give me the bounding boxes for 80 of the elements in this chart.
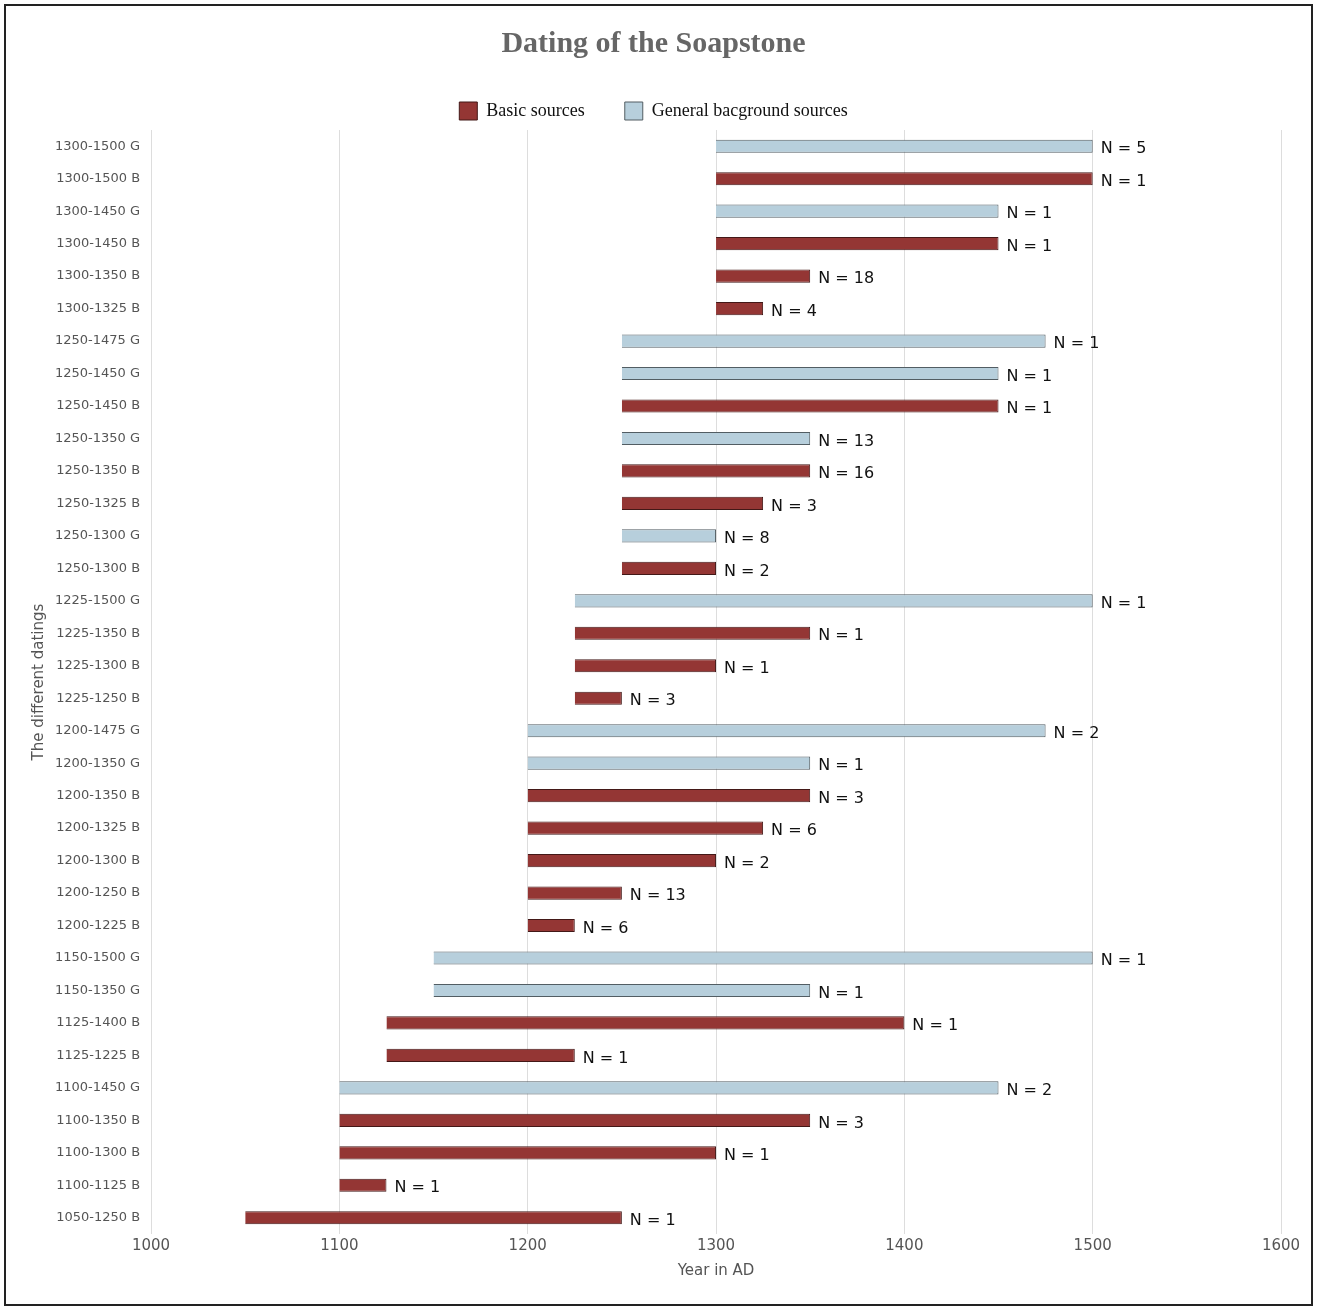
y-tick-label: 1300-1325 B [56,299,141,315]
annotation: N = 1 [724,1144,770,1164]
y-tick-label: 1200-1250 B [56,884,141,900]
annotation: N = 4 [771,300,817,320]
annotation: N = 1 [1100,950,1147,970]
y-tick-label: 1100-1350 B [56,1111,141,1127]
annotation: N = 1 [818,755,864,775]
y-tick-label: 1250-1325 B [56,494,141,510]
y-tick-label: 1300-1450 B [56,235,141,251]
y-tick-label: 1300-1450 G [54,202,141,218]
annotation: N = 6 [582,917,629,937]
y-tick-label: 1200-1350 B [56,787,141,803]
annotation: N = 1 [1006,235,1053,255]
annotation: N = 1 [1100,592,1147,612]
annotation: N = 1 [912,1015,959,1035]
annotation: N = 1 [724,657,770,677]
annotation: N = 1 [1006,365,1053,385]
annotation: N = 3 [771,495,817,515]
annotation: N = 1 [394,1177,441,1197]
y-tick-label: 1200-1475 G [54,722,141,738]
annotation: N = 5 [1100,138,1147,158]
annotation: N = 1 [1053,333,1100,353]
x-tick-label: 1000 [131,1235,171,1254]
y-tick-label: 1300-1500 G [54,137,141,153]
annotation: N = 1 [818,982,864,1002]
y-tick-label: 1100-1300 B [56,1144,141,1160]
y-tick-label: 1150-1500 G [54,949,141,965]
x-axis-title: Year in AD [676,1260,755,1279]
annotation: N = 13 [629,885,686,905]
annotation: N = 2 [1006,1080,1053,1100]
annotation: N = 16 [818,463,875,483]
annotation: N = 1 [582,1047,629,1067]
y-tick-label: 1250-1450 B [56,397,141,413]
y-tick-label: 1250-1300 B [56,559,141,575]
y-tick-label: 1125-1400 B [56,1014,141,1030]
y-tick-label: 1250-1450 G [54,364,141,380]
y-tick-label: 1100-1125 B [56,1176,141,1192]
annotation: N = 3 [818,1112,864,1132]
y-tick-label: 1225-1300 B [56,657,141,673]
x-tick-label: 1500 [1073,1235,1112,1254]
y-tick-label: 1200-1350 G [54,754,141,770]
legend-label: General bacground sources [651,99,848,120]
chart-title: Dating of the Soapstone [501,24,806,58]
y-tick-label: 1050-1250 B [56,1209,141,1225]
annotation: N = 8 [724,528,770,548]
y-tick-label: 1200-1300 B [56,851,141,867]
y-tick-label: 1200-1225 B [56,916,141,932]
y-tick-label: 1250-1475 G [54,332,141,348]
annotation: N = 3 [818,787,864,807]
y-tick-label: 1225-1250 B [56,689,141,705]
x-tick-label: 1600 [1261,1235,1301,1254]
annotation: N = 2 [724,560,770,580]
y-tick-label: 1300-1500 B [56,170,141,186]
annotation: N = 3 [629,690,676,710]
y-tick-label: 1250-1350 B [56,462,141,478]
annotation: N = 13 [818,430,875,450]
annotation: N = 18 [818,268,875,288]
y-tick-label: 1125-1225 B [56,1046,141,1062]
annotation: N = 1 [818,625,864,645]
annotation: N = 1 [629,1209,676,1229]
y-tick-label: 1300-1350 B [56,267,141,283]
annotation: N = 2 [1053,722,1100,742]
x-tick-label: 1200 [508,1235,547,1254]
y-tick-label: 1200-1325 B [56,819,141,835]
y-tick-label: 1100-1450 G [54,1079,141,1095]
legend-label: Basic sources [486,99,585,120]
y-tick-label: 1150-1350 G [54,981,141,997]
x-tick-label: 1300 [696,1235,736,1254]
annotation: N = 1 [1006,203,1053,223]
annotation: N = 1 [1006,398,1053,418]
y-tick-label: 1250-1350 G [54,429,141,445]
x-tick-label: 1100 [320,1235,359,1254]
y-tick-label: 1225-1350 B [56,624,141,640]
x-tick-label: 1400 [885,1235,924,1254]
y-axis-title: The different datings [28,603,47,762]
annotation: N = 1 [1100,170,1147,190]
y-tick-label: 1250-1300 G [54,527,141,543]
y-tick-label: 1225-1500 G [54,592,141,608]
annotation: N = 2 [724,852,770,872]
annotation: N = 6 [771,820,817,840]
